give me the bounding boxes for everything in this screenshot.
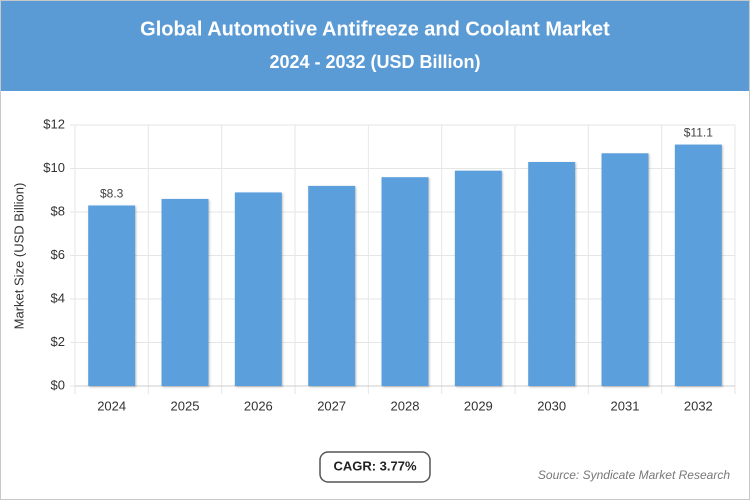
bar xyxy=(381,177,429,386)
cagr-box xyxy=(319,451,431,483)
bar xyxy=(528,161,576,386)
x-tick-label: 2031 xyxy=(611,398,640,413)
bar xyxy=(88,205,136,386)
value-label: $8.3 xyxy=(100,187,124,201)
x-tick-label: 2030 xyxy=(537,398,566,413)
chart-subtitle: 2024 - 2032 (USD Billion) xyxy=(269,52,480,72)
cagr-label: CAGR: 3.77% xyxy=(333,458,417,473)
y-tick-label: $12 xyxy=(43,116,65,131)
bar xyxy=(234,192,282,386)
bar xyxy=(161,198,209,386)
source: Source: Syndicate Market Research xyxy=(538,468,730,482)
chart-title: Global Automotive Antifreeze and Coolant… xyxy=(140,18,610,40)
bar xyxy=(308,185,356,386)
y-tick-label: $4 xyxy=(51,290,65,305)
bar xyxy=(674,144,722,386)
value-label: $11.1 xyxy=(684,126,713,140)
y-tick-label: $0 xyxy=(51,377,65,392)
x-tick-label: 2026 xyxy=(244,398,273,413)
y-tick-label: $2 xyxy=(51,334,65,349)
x-tick-label: 2027 xyxy=(317,398,346,413)
y-tick-label: $8 xyxy=(51,203,65,218)
x-tick-label: 2029 xyxy=(464,398,493,413)
x-tick-label: 2028 xyxy=(391,398,420,413)
x-tick-label: 2025 xyxy=(171,398,200,413)
y-tick-label: $10 xyxy=(43,160,65,175)
header xyxy=(1,1,749,91)
x-tick-label: 2024 xyxy=(97,398,126,413)
bar xyxy=(601,153,649,386)
x-tick-label: 2032 xyxy=(684,398,713,413)
bar xyxy=(454,170,502,386)
y-axis-title: Market Size (USD Billion) xyxy=(11,183,26,330)
y-tick-label: $6 xyxy=(51,247,65,262)
